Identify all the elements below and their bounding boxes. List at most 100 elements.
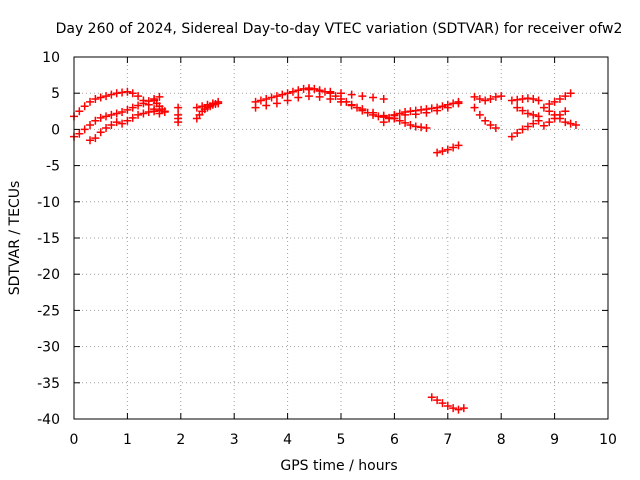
data-point	[294, 93, 303, 102]
series-arc-g	[192, 97, 223, 112]
data-point	[395, 109, 404, 118]
data-point	[427, 393, 436, 402]
data-point	[454, 99, 463, 108]
data-point	[470, 92, 479, 101]
data-point	[256, 96, 265, 105]
data-point	[174, 103, 183, 112]
y-tick-label: -40	[37, 412, 60, 428]
data-point	[443, 401, 452, 410]
data-point	[272, 99, 281, 108]
data-point	[278, 90, 287, 99]
data-point	[411, 110, 420, 119]
data-point	[102, 112, 111, 121]
data-point	[449, 404, 458, 413]
series-arc-m	[390, 114, 431, 132]
data-point	[107, 110, 116, 119]
data-point	[539, 121, 548, 130]
data-point	[128, 89, 137, 98]
data-point	[118, 108, 127, 117]
series-arc-p	[470, 92, 506, 105]
data-point	[86, 97, 95, 106]
data-point	[91, 134, 100, 143]
data-point	[112, 109, 121, 118]
data-point	[433, 148, 442, 157]
data-point	[443, 103, 452, 112]
data-point	[251, 103, 260, 112]
data-point	[283, 96, 292, 105]
data-point	[139, 99, 148, 108]
data-point	[331, 92, 340, 101]
data-point	[475, 94, 484, 103]
data-point	[475, 110, 484, 119]
y-tick-label: -10	[37, 195, 60, 211]
data-point	[486, 94, 495, 103]
data-point	[438, 147, 447, 156]
data-point	[337, 89, 345, 98]
data-point	[347, 90, 356, 99]
data-point	[523, 122, 532, 131]
data-point	[192, 103, 201, 112]
data-point	[123, 116, 132, 125]
x-tick-label: 1	[123, 432, 132, 448]
data-point	[481, 96, 490, 105]
data-point	[555, 94, 564, 103]
data-point	[96, 93, 105, 102]
data-point	[561, 92, 570, 101]
chart-title: Day 260 of 2024, Sidereal Day-to-day VTE…	[56, 21, 623, 37]
data-point	[102, 92, 111, 101]
x-tick-label: 6	[390, 432, 399, 448]
data-point	[545, 100, 554, 109]
data-point	[443, 145, 452, 154]
series-arc-j	[304, 85, 388, 103]
data-point	[174, 118, 183, 127]
x-axis-label: GPS time / hours	[280, 458, 397, 474]
data-point	[118, 119, 127, 128]
y-tick-label: 10	[42, 50, 60, 66]
data-point	[358, 92, 367, 101]
y-tick-label: -20	[37, 267, 60, 283]
data-point	[91, 94, 100, 103]
data-point	[486, 121, 495, 130]
data-point	[91, 116, 100, 125]
data-point	[294, 86, 303, 95]
data-point	[454, 141, 463, 150]
data-point	[401, 110, 410, 119]
y-tick-label: 5	[51, 86, 60, 102]
data-point	[507, 132, 516, 141]
x-tick-label: 5	[337, 432, 346, 448]
data-point	[80, 125, 89, 134]
data-point	[545, 107, 554, 116]
data-point	[454, 405, 463, 414]
series-arc-q	[470, 103, 500, 132]
data-point	[513, 129, 522, 138]
y-tick-label: -15	[37, 231, 60, 247]
data-point	[422, 123, 431, 132]
data-point	[262, 101, 271, 110]
data-point	[433, 106, 442, 115]
data-point	[123, 105, 132, 114]
data-point	[198, 102, 207, 111]
series-arc-r	[507, 94, 543, 105]
data-point	[379, 94, 388, 103]
data-point	[203, 100, 212, 109]
data-point	[406, 121, 415, 130]
data-point	[96, 113, 105, 122]
data-point	[523, 109, 532, 118]
data-point	[86, 121, 95, 130]
data-point	[561, 107, 570, 116]
data-point	[337, 97, 345, 106]
data-point	[529, 119, 538, 128]
data-point	[208, 99, 217, 108]
data-point	[561, 118, 570, 127]
series-arc-n	[433, 141, 463, 157]
data-point	[128, 113, 137, 122]
data-point	[326, 87, 335, 96]
data-point	[513, 103, 522, 112]
data-point	[214, 97, 223, 106]
data-point	[555, 110, 564, 119]
series-arc-e	[174, 103, 183, 127]
y-axis-label: SDTVAR / TECUs	[7, 181, 23, 296]
data-point	[369, 93, 378, 102]
series-arc-d	[150, 96, 169, 117]
